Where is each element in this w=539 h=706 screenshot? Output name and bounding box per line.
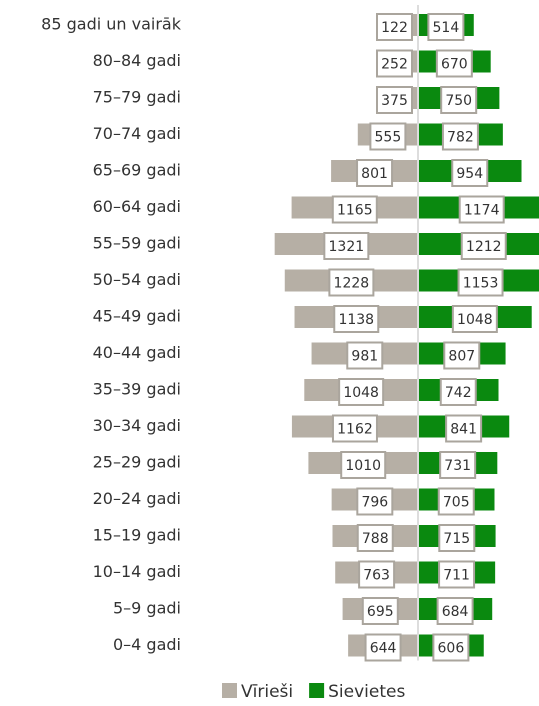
category-label: 55–59 gadi (93, 234, 181, 253)
label-box (356, 487, 394, 516)
label-box (358, 560, 396, 589)
label-box (440, 86, 478, 114)
category-label: 50–54 gadi (93, 270, 181, 289)
data-label: 1212 (466, 239, 502, 255)
data-label: 514 (433, 20, 460, 36)
labels: 122 514 252 670 375 750 555 782 801 954 1165 1174 13… (323, 13, 507, 662)
label-box (376, 13, 413, 41)
data-label: 731 (444, 458, 471, 474)
label-box (328, 268, 375, 297)
label-box (436, 597, 474, 625)
category-label: 5–9 gadi (113, 599, 181, 618)
category-label: 85 gadi un vairāk (41, 15, 182, 34)
data-label: 715 (443, 531, 470, 547)
category-label: 60–64 gadi (93, 197, 181, 216)
category-label: 10–14 gadi (93, 562, 181, 581)
legend-label: Sievietes (328, 682, 405, 702)
label-box (458, 195, 505, 224)
label-box (460, 232, 507, 260)
label-box (439, 451, 477, 479)
category-label: 25–29 gadi (93, 453, 181, 472)
data-label: 1010 (345, 458, 381, 474)
label-box (331, 414, 378, 443)
data-label: 375 (381, 93, 408, 109)
category-label: 30–34 gadi (93, 416, 181, 435)
legend-label: Vīrieši (241, 682, 293, 702)
data-label: 763 (363, 568, 390, 584)
data-label: 981 (351, 349, 378, 365)
data-label: 711 (443, 568, 470, 584)
label-box (364, 633, 402, 662)
category-label: 70–74 gadi (93, 124, 181, 143)
data-label: 1174 (464, 203, 500, 219)
label-box (331, 195, 378, 224)
data-label: 954 (456, 166, 483, 182)
label-box (441, 122, 479, 151)
label-box (432, 633, 470, 662)
data-label: 807 (448, 349, 475, 365)
data-label: 796 (361, 495, 388, 511)
label-box (443, 341, 481, 370)
label-box (437, 487, 475, 516)
label-box (438, 560, 476, 589)
label-box (356, 159, 394, 187)
data-label: 801 (361, 166, 388, 182)
data-label: 1162 (337, 422, 373, 438)
label-box (451, 159, 489, 187)
data-label: 1048 (457, 312, 493, 328)
label-box (457, 268, 504, 297)
label-box (376, 49, 413, 78)
data-label: 705 (443, 495, 470, 511)
label-box (376, 86, 413, 114)
data-label: 841 (450, 422, 477, 438)
label-box (369, 122, 407, 151)
category-label: 35–39 gadi (93, 380, 181, 399)
label-box (445, 414, 483, 443)
label-box (451, 305, 498, 333)
label-box (356, 524, 394, 552)
data-label: 1048 (343, 385, 379, 401)
data-label: 670 (441, 57, 468, 73)
data-label: 1153 (463, 276, 499, 292)
data-label: 750 (445, 93, 472, 109)
data-label: 788 (362, 531, 389, 547)
category-label: 80–84 gadi (93, 51, 181, 70)
legend-swatch (309, 683, 325, 698)
data-label: 695 (367, 604, 394, 620)
data-label: 684 (442, 604, 469, 620)
data-label: 782 (447, 130, 474, 146)
label-box (346, 341, 384, 370)
label-box (439, 378, 477, 406)
data-label: 606 (438, 641, 465, 657)
data-label: 644 (370, 641, 397, 657)
label-box (340, 451, 387, 479)
category-label: 15–19 gadi (93, 526, 181, 545)
legend-swatch (222, 683, 237, 698)
label-box (361, 597, 399, 625)
category-label: 40–44 gadi (93, 343, 181, 362)
data-label: 122 (381, 20, 408, 36)
data-label: 742 (445, 385, 472, 401)
label-box (333, 305, 380, 333)
category-label: 65–69 gadi (93, 161, 181, 180)
category-label: 45–49 gadi (93, 307, 181, 326)
label-box (435, 49, 473, 78)
data-label: 1165 (337, 203, 373, 219)
label-box (323, 232, 370, 260)
data-label: 555 (375, 130, 402, 146)
category-label: 75–79 gadi (93, 88, 181, 107)
data-label: 252 (381, 57, 408, 73)
label-box (427, 13, 465, 41)
label-box (338, 378, 385, 406)
label-box (438, 524, 476, 552)
data-label: 1228 (334, 276, 370, 292)
category-label: 20–24 gadi (93, 489, 181, 508)
data-label: 1138 (338, 312, 374, 328)
data-label: 1321 (329, 239, 365, 255)
category-label: 0–4 gadi (113, 635, 181, 654)
